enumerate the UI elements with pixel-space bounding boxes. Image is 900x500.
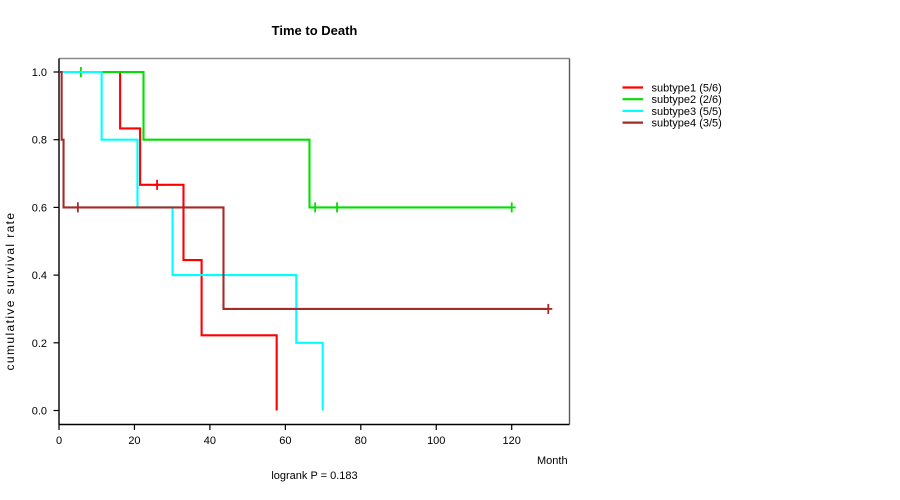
x-tick-label: 120 bbox=[503, 435, 521, 447]
legend-label: subtype1 (5/6) bbox=[652, 83, 722, 95]
y-tick-label: 1.0 bbox=[32, 67, 47, 79]
legend-label: subtype2 (2/6) bbox=[652, 94, 722, 106]
y-tick-label: 0.6 bbox=[32, 202, 47, 214]
y-axis-title: cumulative survival rate bbox=[3, 212, 17, 371]
y-tick-label: 0.8 bbox=[32, 135, 47, 147]
x-tick-label: 40 bbox=[204, 435, 216, 447]
logrank-p-value: logrank P = 0.183 bbox=[271, 470, 358, 482]
y-tick-label: 0.2 bbox=[32, 338, 47, 350]
survival-curve-subtype2 bbox=[59, 70, 512, 209]
survival-curve-subtype1 bbox=[59, 70, 278, 411]
x-axis-title: Month bbox=[537, 455, 568, 467]
y-tick-label: 0.4 bbox=[32, 270, 47, 282]
legend-label: subtype4 (3/5) bbox=[652, 118, 722, 130]
survival-curve-subtype4 bbox=[59, 70, 549, 310]
x-tick-label: 0 bbox=[56, 435, 62, 447]
x-tick-label: 20 bbox=[128, 435, 140, 447]
x-tick-label: 60 bbox=[279, 435, 291, 447]
x-tick-label: 100 bbox=[427, 435, 445, 447]
survival-curve-subtype3 bbox=[59, 70, 324, 411]
legend-label: subtype3 (5/5) bbox=[652, 106, 722, 118]
y-tick-label: 0.0 bbox=[32, 406, 47, 418]
chart-title: Time to Death bbox=[271, 23, 358, 38]
x-tick-label: 80 bbox=[355, 435, 367, 447]
